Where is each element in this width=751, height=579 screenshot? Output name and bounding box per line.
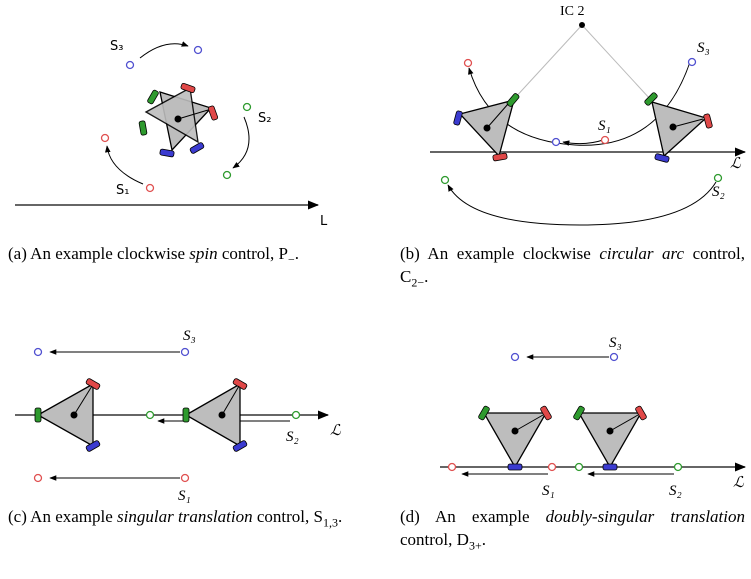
caption-text: . bbox=[482, 530, 486, 549]
caption-text: (b) An example clockwise bbox=[400, 244, 599, 263]
caption-text: − bbox=[288, 252, 295, 266]
panel-a: S₃ S₂ S₁ L bbox=[15, 39, 328, 229]
label: S₃ bbox=[697, 40, 710, 56]
label: S₁ bbox=[178, 488, 191, 504]
label: S₂ bbox=[669, 483, 682, 499]
caption-text: . bbox=[338, 507, 342, 526]
panel-c: S₃ S₂ ℒ S₁ bbox=[15, 328, 342, 504]
panel-b: IC 2 S₃ S₁ ℒ S₂ bbox=[430, 4, 745, 225]
caption-text: spin bbox=[189, 244, 217, 263]
caption-text: 2− bbox=[411, 275, 424, 289]
caption-text: (c) An example bbox=[8, 507, 117, 526]
label: S₃ bbox=[183, 328, 196, 344]
caption-text: 1,3 bbox=[323, 515, 338, 529]
caption: (a) An example clockwise spin control, P… bbox=[8, 242, 350, 271]
panel-d: S₃ S₁ S₂ ℒ bbox=[440, 335, 745, 499]
caption-text: control, P bbox=[218, 244, 288, 263]
label: ℒ bbox=[730, 156, 742, 172]
caption-text: . bbox=[295, 244, 299, 263]
caption-text: circu­lar arc bbox=[599, 244, 684, 263]
label: S₂ bbox=[258, 111, 271, 126]
label: S₁ bbox=[598, 118, 611, 134]
label: S₂ bbox=[286, 429, 299, 445]
label: S₃ bbox=[609, 335, 622, 351]
caption-text: (d) An example bbox=[400, 507, 546, 526]
label: S₂ bbox=[712, 184, 725, 200]
caption: (b) An example clockwise circu­lar arc c… bbox=[400, 242, 745, 294]
label: L bbox=[320, 214, 328, 229]
caption-text: (a) An example clockwise bbox=[8, 244, 189, 263]
label: ℒ bbox=[330, 423, 342, 439]
caption-text: . bbox=[424, 267, 428, 286]
label: IC 2 bbox=[560, 4, 585, 19]
label: ℒ bbox=[733, 475, 745, 491]
caption-text: control, S bbox=[253, 507, 323, 526]
caption-text: 3+ bbox=[469, 538, 482, 552]
caption: (d) An example doubly-singular translati… bbox=[400, 505, 745, 557]
caption-text: control, D bbox=[400, 530, 469, 549]
label: S₃ bbox=[110, 39, 123, 54]
caption-text: singular transla­tion bbox=[117, 507, 253, 526]
label: S₁ bbox=[542, 483, 555, 499]
caption: (c) An example singular transla­tion con… bbox=[8, 505, 350, 534]
caption-text: doubly-singular translation bbox=[546, 507, 745, 526]
label: S₁ bbox=[116, 183, 129, 198]
figure: S₃ S₂ S₁ L IC 2 S₃ S₁ ℒ S₂ S₃ S₂ ℒ S₁ S₃… bbox=[0, 0, 751, 579]
